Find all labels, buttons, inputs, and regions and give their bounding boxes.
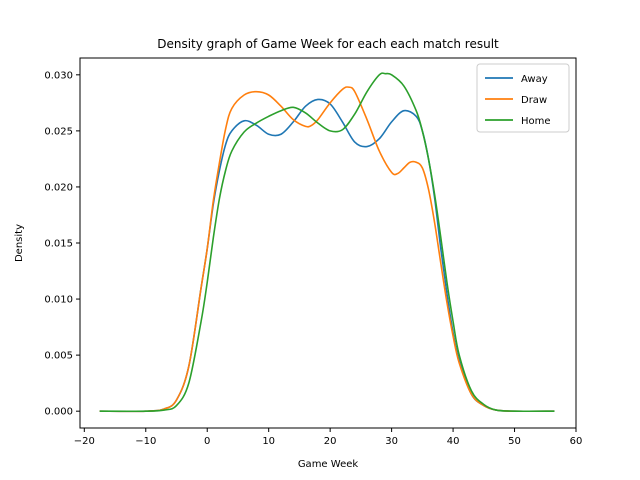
x-tick-label: 60 [570,436,583,447]
y-tick-label: 0.005 [44,351,73,362]
y-tick-label: 0.000 [44,407,73,418]
legend-box [476,63,570,133]
y-tick-label: 0.025 [44,126,73,137]
series-line-home [99,72,555,413]
y-tick-label: 0.015 [44,239,73,250]
series-line-draw [99,86,555,413]
x-tick-label: −20 [74,436,95,447]
x-tick-label: 20 [324,436,337,447]
plot-lines [99,72,555,413]
x-tick-label: 50 [508,436,521,447]
x-tick-label: 10 [262,436,275,447]
series-line-away [99,98,555,413]
legend-label-home: Home [521,116,551,127]
x-tick-label: 0 [204,436,210,447]
x-tick-label: −10 [135,436,156,447]
y-axis: 0.000 0.005 0.010 0.015 0.020 0.025 0.030 [44,70,80,418]
legend-label-away: Away [521,74,548,85]
x-axis-label: Game Week [298,459,359,470]
x-axis: −20 −10 0 10 20 30 40 50 60 [74,428,583,447]
y-axis-label: Density [14,224,25,262]
x-tick-label: 30 [385,436,398,447]
x-tick-label: 40 [447,436,460,447]
legend: Away Draw Home [476,63,570,133]
y-tick-label: 0.020 [44,182,73,193]
legend-label-draw: Draw [521,95,547,106]
chart-title: Density graph of Game Week for each each… [157,37,499,51]
y-tick-label: 0.030 [44,70,73,81]
y-tick-label: 0.010 [44,295,73,306]
